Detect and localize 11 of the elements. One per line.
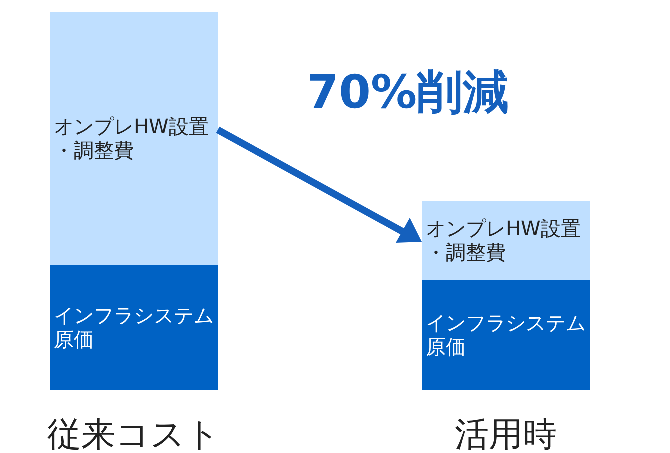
bar xyxy=(50,12,218,266)
x-tick-label: 従来コスト xyxy=(48,415,220,453)
text: インフラシステム原価 xyxy=(426,311,586,360)
annotation: 70%削減 xyxy=(306,65,510,119)
x-tick-label: 活用時 xyxy=(455,415,557,453)
series-label: オンプレHW設置・調整費 xyxy=(54,114,209,163)
bar xyxy=(50,265,218,390)
bar xyxy=(422,201,590,280)
text: オンプレHW設置・調整費 xyxy=(426,216,581,265)
bar xyxy=(422,280,590,390)
series-label: インフラシステム原価 xyxy=(54,304,214,352)
